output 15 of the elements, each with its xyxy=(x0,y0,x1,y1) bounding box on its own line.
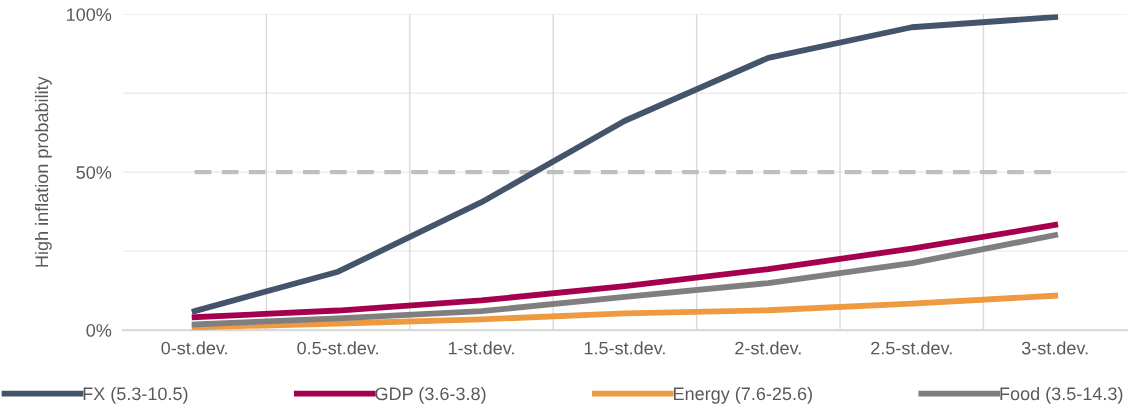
legend-label: Energy (7.6-25.6) xyxy=(674,386,812,404)
legend-label: FX (5.3-10.5) xyxy=(83,386,188,404)
legend-label: Food (3.5-14.3) xyxy=(1000,386,1123,404)
legend-label: GDP (3.6-3.8) xyxy=(375,386,486,404)
y-tick-label: 100% xyxy=(67,8,112,21)
x-tick-label: 0.5-st.dev. xyxy=(297,341,378,355)
x-tick-label: 2-st.dev. xyxy=(735,341,801,355)
x-tick-label: 1.5-st.dev. xyxy=(584,341,665,355)
x-tick-label: 1-st.dev. xyxy=(448,341,514,355)
y-tick-label: 0% xyxy=(86,324,112,337)
x-tick-label: 0-st.dev. xyxy=(161,341,227,355)
x-tick-label: 2.5-st.dev. xyxy=(871,341,952,355)
y-tick-label: 50% xyxy=(76,166,112,179)
y-axis-title: High inflation probability xyxy=(34,76,52,267)
x-tick-label: 3-st.dev. xyxy=(1021,341,1088,355)
